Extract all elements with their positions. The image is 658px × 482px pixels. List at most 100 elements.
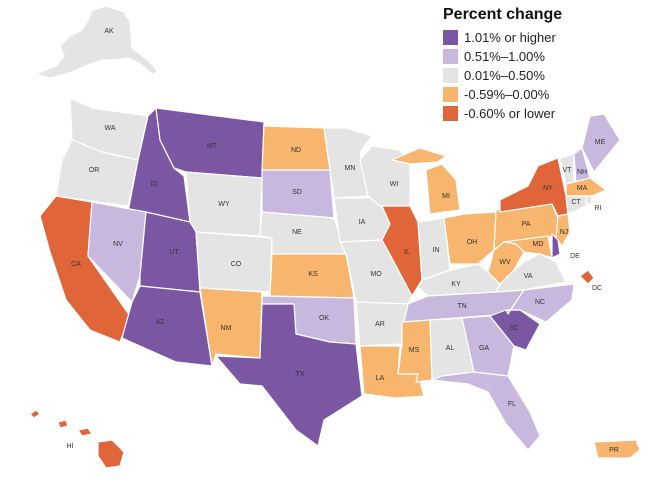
state-label-IA: IA — [359, 219, 366, 226]
state-label-WI: WI — [390, 181, 399, 188]
state-NE[interactable]: NE — [259, 211, 347, 255]
legend-item-c3: 0.01%–0.50% — [443, 66, 653, 85]
state-NY[interactable]: NY — [499, 157, 569, 217]
state-NM[interactable]: NM — [199, 287, 263, 367]
legend-swatch — [443, 49, 458, 64]
state-MA[interactable]: MA — [565, 177, 607, 197]
state-label-CT: CT — [571, 199, 581, 206]
state-label-GA: GA — [479, 345, 489, 352]
legend: Percent change 1.01% or higher 0.51%–1.0… — [443, 6, 653, 123]
state-label-ME: ME — [595, 139, 606, 146]
state-label-NC: NC — [535, 299, 545, 306]
state-label-IL: IL — [404, 249, 410, 256]
legend-label: -0.59%–0.00% — [464, 87, 550, 102]
state-label-SC: SC — [509, 325, 519, 332]
state-FL[interactable]: FL — [431, 371, 541, 451]
state-RI[interactable]: RI — [585, 195, 602, 212]
state-label-NH: NH — [577, 169, 587, 176]
state-OH[interactable]: OH — [443, 211, 497, 265]
state-MI[interactable]: MI — [391, 147, 461, 215]
state-HI[interactable]: HI — [29, 409, 125, 469]
state-UT[interactable]: UT — [139, 211, 201, 293]
state-label-OK: OK — [319, 315, 329, 322]
state-label-NV: NV — [113, 241, 123, 248]
state-LA[interactable]: LA — [359, 345, 425, 399]
state-label-AK: AK — [104, 28, 114, 35]
state-label-CO: CO — [231, 261, 242, 268]
legend-item-c5: -0.60% or lower — [443, 104, 653, 123]
legend-label: 1.01% or higher — [464, 30, 556, 45]
state-label-AR: AR — [375, 321, 385, 328]
state-label-TX: TX — [296, 371, 305, 378]
state-label-DE: DE — [570, 253, 580, 260]
legend-swatch — [443, 87, 458, 102]
state-label-TN: TN — [457, 303, 466, 310]
legend-swatch — [443, 106, 458, 121]
state-label-MS: MS — [409, 347, 420, 354]
state-ND[interactable]: ND — [261, 125, 331, 171]
state-CT[interactable]: CT — [565, 195, 587, 215]
state-label-WY: WY — [218, 201, 230, 208]
state-AZ[interactable]: AZ — [121, 285, 213, 367]
state-KS[interactable]: KS — [269, 253, 355, 299]
state-label-RI: RI — [595, 205, 602, 212]
state-label-NY: NY — [543, 185, 553, 192]
state-label-MA: MA — [577, 185, 588, 192]
state-label-DC: DC — [592, 285, 602, 292]
state-AK[interactable]: AK — [35, 5, 159, 79]
state-label-OH: OH — [467, 239, 478, 246]
state-label-FL: FL — [508, 401, 516, 408]
state-label-WV: WV — [499, 259, 511, 266]
state-label-NJ: NJ — [560, 229, 569, 236]
state-label-ND: ND — [291, 147, 301, 154]
state-label-KS: KS — [308, 271, 318, 278]
state-label-PR: PR — [609, 447, 619, 454]
state-DC[interactable]: DC — [579, 269, 602, 292]
state-label-MD: MD — [533, 241, 544, 248]
state-IL[interactable]: IL — [381, 205, 423, 297]
state-ME[interactable]: ME — [581, 113, 621, 173]
state-label-HI: HI — [67, 443, 74, 450]
state-label-KY: KY — [451, 281, 461, 288]
state-label-MN: MN — [345, 165, 356, 172]
legend-label: 0.51%–1.00% — [464, 49, 545, 64]
state-label-MT: MT — [207, 143, 218, 150]
state-MS[interactable]: MS — [397, 319, 433, 383]
state-label-WA: WA — [104, 125, 115, 132]
state-label-PA: PA — [522, 221, 531, 228]
state-label-LA: LA — [376, 375, 385, 382]
state-label-OR: OR — [89, 167, 100, 174]
state-label-SD: SD — [292, 189, 302, 196]
state-label-UT: UT — [169, 249, 179, 256]
state-TX[interactable]: TX — [215, 303, 363, 447]
state-CO[interactable]: CO — [195, 231, 273, 293]
legend-item-c4: -0.59%–0.00% — [443, 85, 653, 104]
state-label-AL: AL — [446, 345, 455, 352]
state-label-NM: NM — [221, 325, 232, 332]
state-NJ[interactable]: NJ — [555, 213, 571, 247]
state-label-ID: ID — [151, 181, 158, 188]
state-label-AZ: AZ — [156, 319, 166, 326]
state-label-NE: NE — [292, 229, 302, 236]
state-GA[interactable]: GA — [461, 315, 515, 377]
legend-title: Percent change — [443, 6, 563, 23]
state-MD[interactable]: MD — [503, 235, 553, 259]
legend-label: 0.01%–0.50% — [464, 68, 545, 83]
legend-label: -0.60% or lower — [464, 106, 556, 121]
state-label-MO: MO — [370, 271, 382, 278]
state-NV[interactable]: NV — [87, 201, 147, 303]
state-label-VA: VA — [524, 273, 533, 280]
state-SD[interactable]: SD — [261, 169, 335, 219]
state-label-IN: IN — [433, 247, 440, 254]
legend-item-c1: 1.01% or higher — [443, 28, 653, 47]
state-WY[interactable]: WY — [185, 171, 263, 237]
state-AR[interactable]: AR — [355, 301, 409, 347]
legend-item-c2: 0.51%–1.00% — [443, 47, 653, 66]
legend-swatch — [443, 68, 458, 83]
state-DE[interactable]: DE — [551, 233, 580, 260]
state-label-MI: MI — [442, 193, 450, 200]
state-label-CA: CA — [71, 261, 81, 268]
state-PR[interactable]: PR — [593, 439, 641, 459]
state-OR[interactable]: OR — [55, 139, 139, 207]
